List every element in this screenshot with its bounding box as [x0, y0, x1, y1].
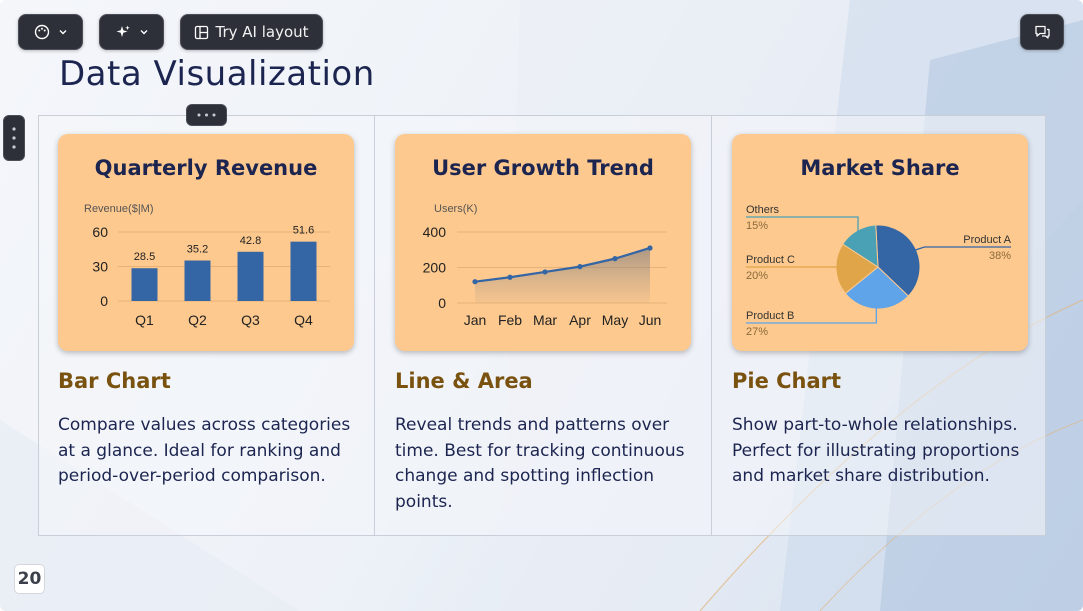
data-label: 28.5	[134, 251, 155, 263]
chart-card-line[interactable]: User Growth Trend Users(K) 0 200 400 Jan Feb M…	[395, 134, 691, 351]
pie-slice	[835, 243, 879, 295]
palette-icon	[34, 24, 50, 40]
chevron-down-icon	[58, 27, 68, 37]
bar	[237, 251, 264, 301]
data-point	[542, 269, 548, 275]
chart-title: Market Share	[800, 156, 960, 180]
try-ai-layout-button[interactable]: Try AI layout	[180, 14, 323, 50]
column-divider	[374, 115, 375, 536]
try-ai-layout-label: Try AI layout	[215, 23, 309, 41]
data-label: 35.2	[187, 244, 208, 256]
layout-icon	[194, 25, 209, 40]
y-axis-label: Revenue($|M)	[84, 203, 154, 215]
comment-button[interactable]	[1020, 14, 1064, 50]
column-description: Compare values across categories at a gl…	[58, 415, 351, 486]
slice-percent-label: 27%	[746, 326, 768, 338]
column-line-area: User Growth Trend Users(K) 0 200 400 Jan Feb M…	[375, 115, 711, 536]
pie-slice	[842, 224, 879, 268]
x-tick-label: Jun	[639, 312, 662, 328]
drag-handle-horizontal[interactable]	[186, 104, 227, 126]
data-point	[507, 274, 513, 280]
x-tick-label: Apr	[569, 312, 591, 328]
data-point	[647, 245, 653, 251]
slide-title[interactable]: Data Visualization	[59, 54, 375, 94]
chart-title: Quarterly Revenue	[94, 156, 318, 180]
magic-button[interactable]	[99, 14, 164, 50]
column-pie-chart: Market Share Product A 38% Product B 27% Pro…	[712, 115, 1048, 536]
leader-line	[746, 216, 859, 233]
y-tick-label: 200	[423, 260, 447, 276]
y-axis-label: Users(K)	[434, 203, 477, 215]
chevron-down-icon	[139, 27, 149, 37]
x-tick-label: May	[602, 312, 628, 328]
x-tick-label: Q3	[241, 312, 260, 328]
chart-card-bar[interactable]: Quarterly Revenue Revenue($|M) 0 30 60 28.5 Q…	[58, 134, 354, 351]
data-label: 42.8	[240, 235, 261, 247]
chart-card-pie[interactable]: Market Share Product A 38% Product B 27% Pro…	[732, 134, 1028, 351]
column-divider	[711, 115, 712, 536]
bar	[184, 260, 211, 301]
slice-name-label: Others	[746, 204, 780, 216]
column-heading: Pie Chart	[732, 369, 842, 393]
slice-percent-label: 38%	[989, 250, 1011, 262]
drag-handle-vertical[interactable]	[3, 115, 25, 161]
x-tick-label: Q2	[188, 312, 207, 328]
column-heading: Bar Chart	[58, 369, 171, 393]
x-tick-label: Feb	[498, 312, 522, 328]
column-heading: Line & Area	[395, 369, 533, 393]
slice-percent-label: 20%	[746, 270, 768, 282]
sparkles-icon	[115, 24, 131, 40]
pie-chart: Product A 38% Product B 27% Product C 20% Othe…	[746, 204, 1012, 338]
y-tick-label: 30	[92, 259, 108, 275]
comment-icon	[1034, 24, 1051, 40]
line-area-chart: Users(K) 0 200 400 Jan Feb Mar Apr May Jun	[423, 203, 667, 328]
data-point	[577, 264, 583, 270]
column-bar-chart: Quarterly Revenue Revenue($|M) 0 30 60 28.5 Q…	[38, 115, 374, 536]
slice-name-label: Product A	[963, 234, 1011, 246]
page-number: 20	[14, 564, 45, 594]
series-line	[474, 246, 651, 283]
theme-button[interactable]	[18, 14, 83, 50]
chart-title: User Growth Trend	[432, 156, 654, 180]
x-tick-label: Jan	[464, 312, 487, 328]
y-tick-label: 0	[100, 293, 108, 309]
slice-name-label: Product C	[746, 254, 795, 266]
bar	[290, 241, 317, 301]
y-tick-label: 60	[92, 224, 108, 240]
column-description: Reveal trends and patterns over time. Be…	[395, 415, 685, 512]
data-point	[612, 256, 618, 262]
slice-name-label: Product B	[746, 310, 794, 322]
y-tick-label: 0	[438, 295, 446, 311]
y-tick-label: 400	[423, 224, 447, 240]
x-tick-label: Q1	[135, 312, 154, 328]
x-tick-label: Q4	[294, 312, 313, 328]
leader-line	[914, 246, 1011, 251]
bar-chart: Revenue($|M) 0 30 60 28.5 Q1 35.2 Q2 42.8 Q3 51.6 Q…	[84, 203, 330, 328]
column-description: Show part-to-whole relationships. Perfec…	[732, 415, 1020, 486]
leader-line	[746, 306, 877, 324]
data-point	[472, 279, 478, 285]
x-tick-label: Mar	[533, 312, 557, 328]
bar	[131, 268, 158, 301]
data-label: 51.6	[293, 225, 314, 237]
slice-percent-label: 15%	[746, 220, 768, 232]
leader-line	[746, 266, 839, 270]
